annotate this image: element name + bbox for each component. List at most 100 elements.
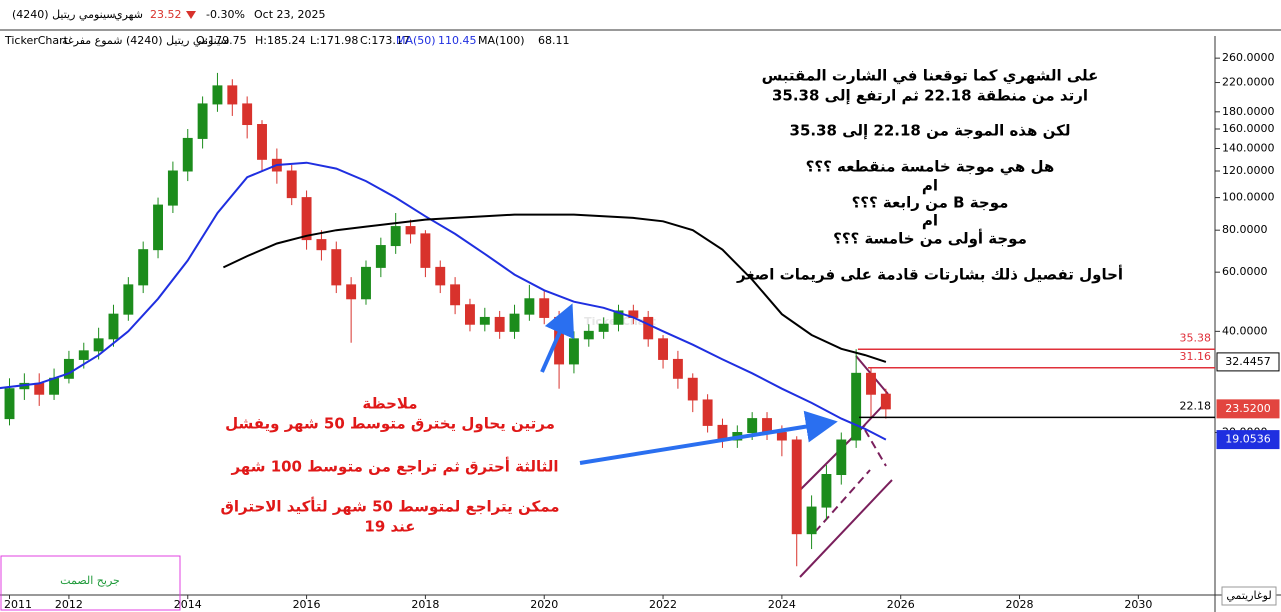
candle-body xyxy=(524,298,535,315)
candle-body xyxy=(4,388,15,420)
annotation: ملاحظة xyxy=(362,395,417,413)
y-tick-label: 180.0000 xyxy=(1222,105,1275,118)
level-label: 31.16 xyxy=(1180,350,1212,363)
instrument: (4240) سينومي ريتيل xyxy=(12,8,116,21)
level-label: 35.38 xyxy=(1180,331,1212,344)
candle-body xyxy=(658,338,669,360)
value-box xyxy=(1216,352,1280,372)
scale-label: لوغاريتمي xyxy=(1226,589,1271,602)
candle-body xyxy=(568,338,579,365)
value-box xyxy=(1216,430,1280,450)
y-tick-label: 160.0000 xyxy=(1222,122,1275,135)
date: Oct 23, 2025 xyxy=(254,8,326,21)
y-tick-label: 140.0000 xyxy=(1222,141,1275,154)
ma-value: 110.45 xyxy=(438,34,477,47)
candle-body xyxy=(212,85,223,105)
last-price: 23.52 xyxy=(150,8,182,21)
candle-body xyxy=(242,103,253,126)
candle-body xyxy=(880,393,891,410)
change: -0.30% xyxy=(206,8,245,21)
brand: TickerChart xyxy=(4,34,69,47)
candle-body xyxy=(851,372,862,441)
value-box-label: 23.5200 xyxy=(1225,402,1271,415)
candle-body xyxy=(836,439,847,476)
value-box xyxy=(1216,399,1280,419)
annotation: على الشهري كما توقعنا في الشارت المقتبس xyxy=(762,67,1099,86)
chart-label: سينومي ريتيل (4240) شموع مفرغة xyxy=(62,34,230,47)
x-tick-label: 2024 xyxy=(768,598,796,611)
candle-body xyxy=(420,233,431,268)
annotation: مرتين يحاول يخترق متوسط 50 شهر ويفشل xyxy=(225,415,555,433)
x-tick-label: 2026 xyxy=(887,598,915,611)
candle-body xyxy=(747,418,758,434)
value-box-label: 19.0536 xyxy=(1225,433,1271,446)
signature-box xyxy=(0,555,181,611)
arrows xyxy=(540,303,838,465)
annotation: ام xyxy=(922,212,938,230)
period: شهري xyxy=(114,8,143,21)
candle-body xyxy=(63,358,74,379)
candle-body xyxy=(182,137,193,172)
candle-body xyxy=(346,284,357,300)
candle-body xyxy=(227,85,238,105)
ma-name: MA(50) xyxy=(396,34,436,47)
candle-body xyxy=(167,170,178,206)
y-tick-label: 220.0000 xyxy=(1222,76,1275,89)
annotation: هل هي موجة خامسة منقطعه ؟؟؟ xyxy=(806,158,1055,176)
y-tick-label: 60.0000 xyxy=(1222,265,1268,278)
candle-body xyxy=(316,239,327,251)
ohlc: O:179.75 xyxy=(196,34,247,47)
candle-body xyxy=(435,266,446,286)
y-tick-label: 260.0000 xyxy=(1222,51,1275,64)
plot xyxy=(0,72,893,578)
annotation: أحاول تفصيل ذلك بشارتات قادمة على فريمات… xyxy=(736,265,1123,284)
x-tick-label: 2011 xyxy=(4,598,32,611)
value-box-label: 32.4457 xyxy=(1225,355,1271,368)
ma-name: MA(100) xyxy=(478,34,525,47)
candle-body xyxy=(776,432,787,441)
candle-body xyxy=(153,204,163,251)
down-arrow xyxy=(186,11,196,19)
candle-body xyxy=(598,323,609,332)
x-tick-label: 2020 xyxy=(530,598,558,611)
candle-body xyxy=(643,316,654,340)
x-tick-label: 2012 xyxy=(55,598,83,611)
candle-body xyxy=(78,350,89,360)
annotation: ام xyxy=(922,177,938,195)
candle-body xyxy=(450,284,461,306)
x-tick-label: 2022 xyxy=(649,598,677,611)
candle-body xyxy=(405,226,416,235)
candle-body xyxy=(791,439,802,535)
candle-body xyxy=(806,506,817,535)
ma-line xyxy=(0,161,887,441)
candle-body xyxy=(494,316,505,332)
candle-body xyxy=(583,330,594,340)
candle-body xyxy=(108,313,119,340)
candle-body xyxy=(331,249,342,286)
annotation: ارتد من منطقة 22.18 ثم ارتفع إلى 35.38 xyxy=(772,87,1088,105)
candle-body xyxy=(301,197,312,241)
y-tick-label: 80.0000 xyxy=(1222,223,1268,236)
y-tick-label: 100.0000 xyxy=(1222,191,1275,204)
annotation: ممكن يتراجع لمتوسط 50 شهر لتأكيد الاحترا… xyxy=(220,497,559,516)
candle-body xyxy=(390,226,401,247)
y-tick-label: 40.0000 xyxy=(1222,324,1268,337)
candle-body xyxy=(375,245,386,268)
y-tick-label: 120.0000 xyxy=(1222,164,1275,177)
ohlc: L:171.98 xyxy=(310,34,358,47)
candle-body xyxy=(509,313,520,332)
candle-body xyxy=(613,310,624,325)
ma-line xyxy=(222,213,887,363)
annotation: لكن هذه الموجة من 22.18 إلى 35.38 xyxy=(790,122,1071,140)
candle-body xyxy=(197,103,208,139)
candle-body xyxy=(138,249,149,286)
annotation: عند 19 xyxy=(364,518,415,536)
ohlc: H:185.24 xyxy=(255,34,305,47)
annotation: موجة B من رابعة ؟؟؟ xyxy=(852,194,1009,212)
level-label: 22.18 xyxy=(1180,399,1212,412)
candle-body xyxy=(361,266,371,300)
candle-body xyxy=(821,474,832,508)
candle-body xyxy=(539,298,550,318)
